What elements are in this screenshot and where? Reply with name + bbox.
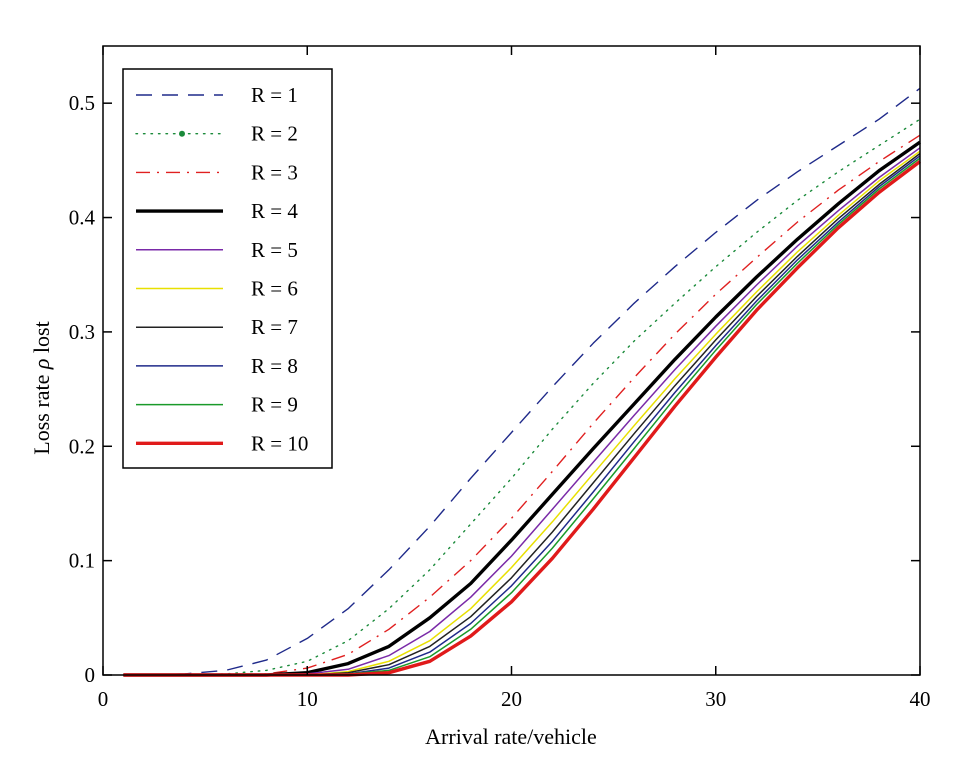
x-tick-label: 20 — [501, 687, 522, 711]
legend-label-r9: R = 9 — [251, 393, 298, 417]
legend-marker-r2 — [179, 130, 185, 137]
y-tick-label: 0.1 — [69, 549, 95, 573]
legend-label-r3: R = 3 — [251, 160, 298, 184]
y-axis-title: Loss rate ρ lost — [29, 321, 54, 454]
y-tick-label: 0.3 — [69, 320, 95, 344]
legend-label-r1: R = 1 — [251, 83, 298, 107]
y-axis-title-prefix: Loss rate — [29, 369, 54, 455]
y-axis-title-symbol: ρ — [29, 359, 54, 371]
legend-label-r4: R = 4 — [251, 199, 298, 223]
x-axis-title: Arrival rate/vehicle — [425, 724, 597, 749]
legend-label-r6: R = 6 — [251, 277, 298, 301]
legend-label-r2: R = 2 — [251, 122, 298, 146]
x-tick-label: 30 — [705, 687, 726, 711]
series-line-r1 — [123, 87, 921, 676]
legend-label-r10: R = 10 — [251, 431, 308, 455]
legend-box — [122, 68, 333, 469]
x-tick-label: 40 — [910, 687, 931, 711]
x-tick-label: 0 — [98, 687, 109, 711]
legend-label-r7: R = 7 — [251, 315, 298, 339]
legend-label-r8: R = 8 — [251, 354, 298, 378]
y-tick-label: 0.4 — [69, 206, 96, 230]
x-tick-label: 10 — [297, 687, 318, 711]
y-tick-label: 0 — [85, 663, 96, 687]
y-tick-label: 0.2 — [69, 434, 95, 458]
legend-label-r5: R = 5 — [251, 238, 298, 262]
y-axis-title-suffix: lost — [29, 321, 54, 358]
y-tick-label: 0.5 — [69, 91, 95, 115]
legend: R = 1 R = 2 R = 3 R = 4 R = 5 R = 6 R = 7 R = 8… — [122, 68, 333, 469]
ticks-layer: 0 10 20 30 40 0 0.1 0.2 0.3 0.4 0.5 — [69, 46, 931, 711]
